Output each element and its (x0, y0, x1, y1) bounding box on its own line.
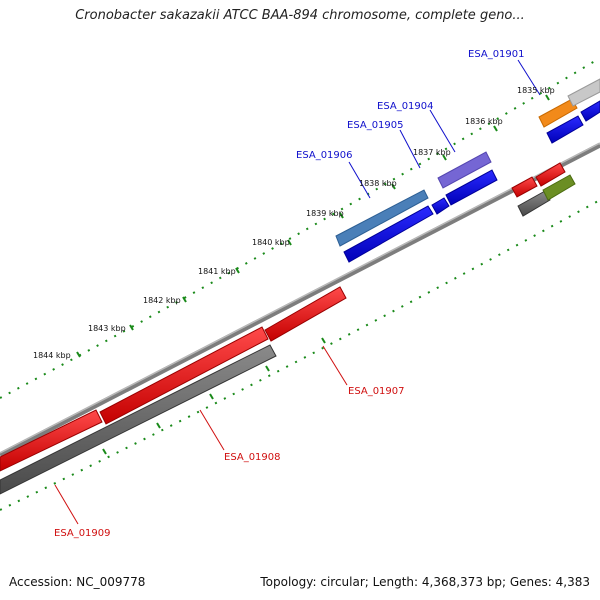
reverse-genes (0, 286, 347, 472)
gene-label-esa-01905[interactable]: ESA_01905 (347, 120, 404, 131)
gene-esa-01907-bar[interactable] (264, 286, 347, 342)
gene-right-red-2[interactable] (535, 162, 566, 187)
gene-esa-01904-lower-bar[interactable] (445, 169, 498, 206)
major-ticks (76, 94, 550, 455)
outer-scale-ticks (0, 57, 600, 399)
scale-label: 1835 kbp (517, 86, 555, 95)
gene-esa-01905-upper-bar[interactable] (343, 205, 434, 263)
gene-gray-long-bar[interactable] (0, 344, 277, 495)
label-leaders (54, 59, 541, 525)
right-side-genes (511, 162, 576, 217)
gene-esa-01906-bar[interactable] (335, 189, 429, 247)
gene-esa-01901-orange-bar[interactable] (538, 98, 578, 128)
scale-label: 1844 kbp (33, 351, 71, 360)
gene-label-esa-01909[interactable]: ESA_01909 (54, 528, 111, 539)
gene-right-gray[interactable] (517, 190, 551, 217)
gene-esa-01901-gray-bar[interactable] (567, 78, 600, 107)
gene-right-olive[interactable] (542, 174, 576, 201)
scale-labels: 1835 kbp 1836 kbp 1837 kbp 1838 kbp 1839… (33, 86, 555, 360)
gene-label-esa-01901[interactable]: ESA_01901 (468, 49, 525, 60)
gene-label-esa-01907[interactable]: ESA_01907 (348, 386, 405, 397)
gene-label-esa-01904[interactable]: ESA_01904 (377, 101, 434, 112)
scale-label: 1841 kbp (198, 267, 236, 276)
scale-label: 1842 kbp (143, 296, 181, 305)
gene-esa-01905-bar[interactable] (431, 197, 450, 215)
scale-label: 1837 kbp (413, 148, 451, 157)
gene-esa-01908-bar[interactable] (99, 326, 269, 425)
scale-label: 1840 kbp (252, 238, 290, 247)
gene-label-esa-01908[interactable]: ESA_01908 (224, 452, 281, 463)
inner-scale-ticks (0, 199, 600, 511)
gene-esa-01904-bar[interactable] (437, 151, 492, 189)
gene-labels: ESA_01901 ESA_01904 ESA_01905 ESA_01906 … (54, 49, 525, 539)
scale-label: 1838 kbp (359, 179, 397, 188)
scale-label: 1836 kbp (465, 117, 503, 126)
gene-right-red-1[interactable] (511, 176, 538, 198)
genome-summary-text: Topology: circular; Length: 4,368,373 bp… (260, 575, 590, 589)
gene-label-esa-01906[interactable]: ESA_01906 (296, 150, 353, 161)
gene-esa-01901-bar[interactable] (546, 115, 584, 144)
gene-esa-01901-next-bar[interactable] (580, 100, 600, 122)
scale-label: 1843 kbp (88, 324, 126, 333)
genome-title: Cronobacter sakazakii ATCC BAA-894 chrom… (75, 8, 525, 23)
forward-genes (335, 78, 600, 263)
gene-esa-01909-bar[interactable] (0, 409, 103, 472)
chromosome-backbone (0, 142, 600, 458)
scale-label: 1839 kbp (306, 209, 344, 218)
accession-text: Accession: NC_009778 (9, 575, 146, 589)
